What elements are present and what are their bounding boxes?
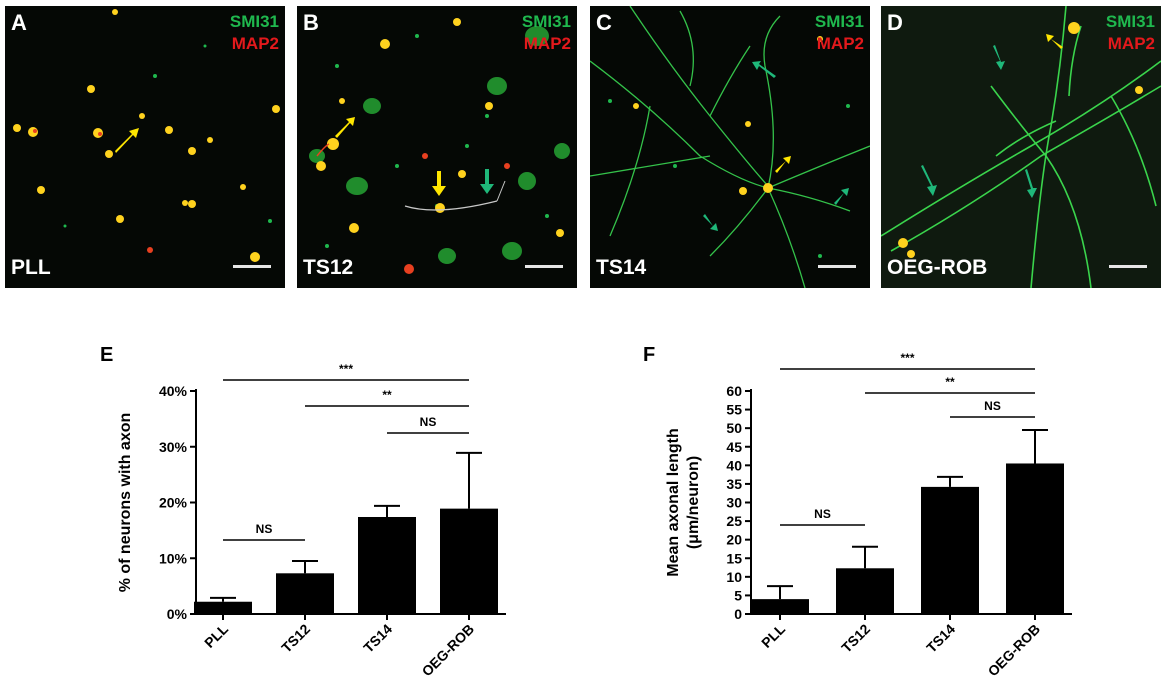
significance-label: ** bbox=[382, 388, 392, 402]
bar-pll bbox=[751, 599, 809, 614]
x-tick-label: OEG-ROB bbox=[985, 621, 1044, 680]
y-tick-label: 60 bbox=[726, 383, 742, 399]
scale-bar bbox=[525, 265, 563, 268]
significance-label: NS bbox=[256, 522, 273, 536]
marker-map2-label: MAP2 bbox=[523, 34, 571, 53]
y-tick-label: 40 bbox=[726, 457, 742, 473]
x-tick-label: TS12 bbox=[278, 621, 313, 656]
y-tick-label: 20 bbox=[726, 532, 742, 548]
x-tick-label: OEG-ROB bbox=[419, 621, 478, 680]
y-tick-label: 0 bbox=[734, 606, 742, 622]
y-tick-label: 50 bbox=[726, 420, 742, 436]
x-tick-label: TS12 bbox=[838, 621, 873, 656]
scale-bar bbox=[233, 265, 271, 268]
bar-oeg-rob bbox=[440, 508, 498, 614]
yellow-arrow-icon bbox=[775, 156, 791, 173]
marker-map2-label: MAP2 bbox=[231, 34, 279, 53]
y-tick-label: 15 bbox=[726, 550, 742, 566]
micrograph-image-ts14 bbox=[590, 6, 870, 288]
scale-bar bbox=[1109, 265, 1147, 268]
y-tick-label: 35 bbox=[726, 476, 742, 492]
bar-chart-f: F 0 5 10 15 20 25 30 35 40 45 50 55 60 Mean axonal len… bbox=[643, 344, 1072, 680]
micrograph-panel-b: B SMI31 MAP2 TS12 bbox=[297, 6, 577, 288]
green-arrow-icon bbox=[834, 188, 849, 205]
marker-smi31-label: SMI31 bbox=[229, 12, 279, 31]
bar-ts14 bbox=[921, 486, 979, 614]
condition-label: PLL bbox=[11, 256, 51, 279]
x-tick-label: TS14 bbox=[923, 621, 958, 656]
significance-label: *** bbox=[339, 362, 353, 376]
bar-chart-e: E 0% 10% 20% 30% 40% % of neurons with axon PLL… bbox=[100, 344, 506, 680]
x-tick-label: TS14 bbox=[360, 621, 395, 656]
panel-label: E bbox=[100, 344, 113, 366]
green-arrow-icon bbox=[752, 61, 776, 78]
y-tick-label: 0% bbox=[167, 606, 188, 622]
micrograph-panel-c: C SMI31 MAP2 TS14 bbox=[590, 6, 870, 288]
condition-label: TS14 bbox=[596, 256, 647, 279]
y-axis-label-unit: (μm/neuron) bbox=[685, 456, 702, 549]
bar-ts12 bbox=[836, 568, 894, 614]
significance-label: ** bbox=[945, 375, 955, 389]
micrograph-image-ts12 bbox=[309, 18, 570, 274]
bar-oeg-rob bbox=[1006, 463, 1064, 614]
marker-smi31-label: SMI31 bbox=[521, 12, 571, 31]
green-arrow-icon bbox=[703, 214, 718, 231]
y-tick-label: 10% bbox=[159, 550, 188, 566]
panel-label: A bbox=[11, 10, 27, 35]
green-arrow-icon bbox=[993, 45, 1005, 70]
green-arrow-icon bbox=[1025, 169, 1037, 198]
y-tick-label: 10 bbox=[726, 569, 742, 585]
condition-label: OEG-ROB bbox=[887, 256, 988, 279]
scale-bar bbox=[818, 265, 856, 268]
micrograph-panel-a: A SMI31 MAP2 PLL bbox=[5, 6, 285, 288]
y-tick-label: 20% bbox=[159, 495, 188, 511]
panel-label: C bbox=[596, 10, 612, 35]
micrograph-image-pll bbox=[13, 9, 280, 262]
marker-map2-label: MAP2 bbox=[1107, 34, 1155, 53]
significance-label: NS bbox=[984, 399, 1001, 413]
y-tick-label: 55 bbox=[726, 402, 742, 418]
x-tick-label: PLL bbox=[758, 620, 788, 650]
panel-label: B bbox=[303, 10, 319, 35]
yellow-arrow-icon bbox=[432, 171, 446, 196]
panel-label: D bbox=[887, 10, 903, 35]
y-tick-label: 30% bbox=[159, 439, 188, 455]
y-tick-label: 45 bbox=[726, 439, 742, 455]
panel-label: F bbox=[643, 344, 655, 366]
y-tick-label: 5 bbox=[734, 587, 742, 603]
marker-smi31-label: SMI31 bbox=[814, 12, 864, 31]
significance-label: NS bbox=[814, 507, 831, 521]
y-tick-label: 30 bbox=[726, 495, 742, 511]
marker-map2-label: MAP2 bbox=[816, 34, 864, 53]
y-tick-label: 25 bbox=[726, 513, 742, 529]
green-arrow-icon bbox=[480, 169, 494, 194]
x-tick-label: PLL bbox=[201, 620, 231, 650]
y-axis-label: % of neurons with axon bbox=[117, 413, 134, 593]
significance-label: *** bbox=[900, 351, 914, 365]
condition-label: TS12 bbox=[303, 256, 354, 279]
yellow-arrow-icon bbox=[335, 117, 355, 138]
bar-pll bbox=[194, 601, 252, 614]
green-arrow-icon bbox=[921, 165, 937, 196]
micrograph-panel-d: D SMI31 MAP2 OEG-ROB bbox=[881, 6, 1161, 288]
y-tick-label: 40% bbox=[159, 383, 188, 399]
y-axis-label: Mean axonal length bbox=[665, 428, 682, 576]
yellow-arrow-icon bbox=[115, 128, 139, 153]
yellow-arrow-icon bbox=[1046, 34, 1063, 49]
bar-ts12 bbox=[276, 573, 334, 614]
bar-ts14 bbox=[358, 516, 416, 614]
significance-label: NS bbox=[420, 415, 437, 429]
marker-smi31-label: SMI31 bbox=[1105, 12, 1155, 31]
micrograph-image-oeg-rob bbox=[881, 6, 1161, 288]
